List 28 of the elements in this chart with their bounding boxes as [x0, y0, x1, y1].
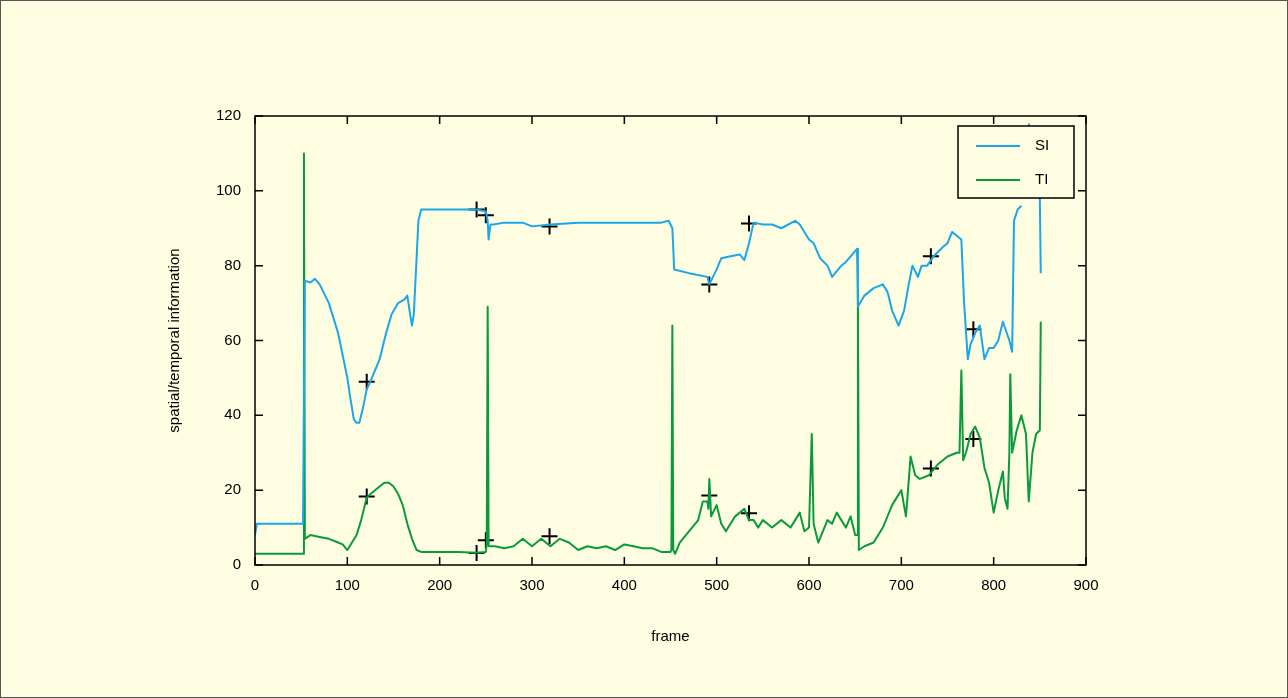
- x-tick-label: 200: [427, 576, 453, 594]
- point: [700, 275, 719, 294]
- x-tick-label: 400: [611, 576, 637, 594]
- point: [921, 247, 940, 266]
- x-tick-label: 300: [519, 576, 545, 594]
- x-tick-label: 600: [796, 576, 822, 594]
- x-tick-label: 700: [888, 576, 914, 594]
- y-tick-label: 0: [232, 555, 241, 573]
- point: [540, 527, 559, 546]
- point: [540, 217, 559, 236]
- x-axis-title: frame: [651, 627, 690, 645]
- y-tick-label: 20: [224, 480, 241, 498]
- legend-label: TI: [1035, 170, 1049, 188]
- y-tick-label: 120: [215, 106, 241, 124]
- point: [467, 544, 486, 563]
- y-tick-label: 40: [224, 405, 241, 423]
- point: [921, 459, 940, 478]
- legend-label: SI: [1035, 136, 1050, 154]
- point: [357, 487, 376, 506]
- x-tick-label: 500: [704, 576, 730, 594]
- x-tick-label: 0: [250, 576, 260, 594]
- x-tick-label: 100: [334, 576, 360, 594]
- y-tick-label: 60: [224, 330, 241, 348]
- x-tick-label: 800: [981, 576, 1007, 594]
- y-tick-label: 100: [215, 180, 241, 198]
- x-tick-label: 900: [1073, 576, 1099, 594]
- y-axis-title: spatial/temporal information: [165, 248, 183, 433]
- y-tick-label: 80: [224, 255, 241, 273]
